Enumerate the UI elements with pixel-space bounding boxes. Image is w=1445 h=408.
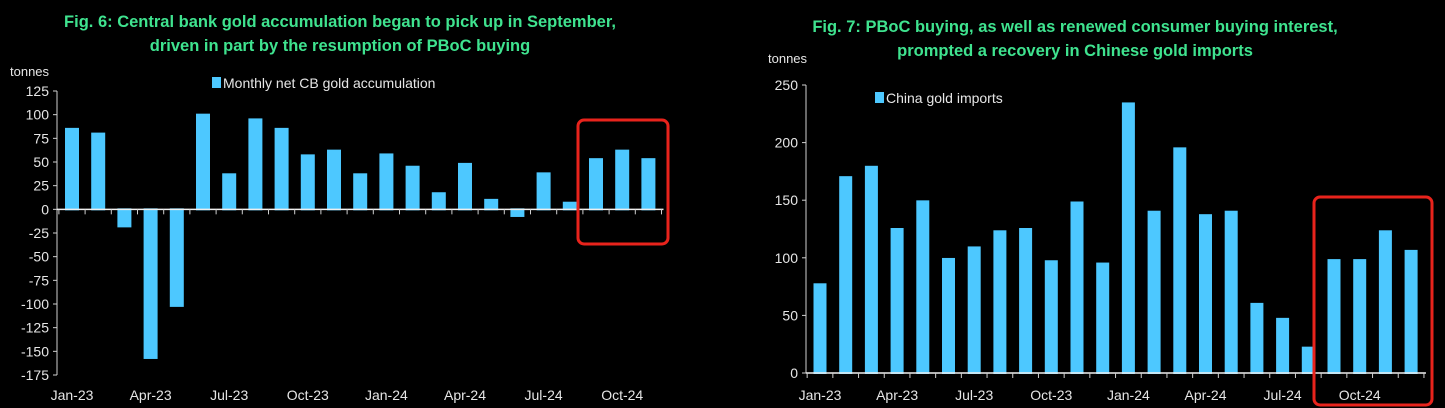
fig6-x-tick-label: Oct-24 — [601, 387, 643, 403]
fig6-y-tick-label: -125 — [21, 320, 49, 336]
fig6-bar-Sep-23 — [274, 127, 289, 211]
fig7-y-tick-label: 150 — [775, 192, 799, 208]
fig6-title: Fig. 6: Central bank gold accumulation b… — [20, 10, 660, 58]
fig6-bar-Nov-23 — [327, 149, 341, 211]
fig7-legend-label: China gold imports — [886, 90, 1003, 106]
fig6-bar-Oct-24 — [615, 149, 630, 211]
fig6-x-tick-label: Jan-24 — [365, 387, 408, 403]
fig6-bar-Jan-24 — [379, 153, 394, 211]
fig7-bar-May-24 — [1224, 210, 1238, 374]
fig6-y-tick-label: -50 — [29, 249, 49, 265]
fig7-bar-Jan-24 — [1121, 102, 1135, 374]
fig7-legend-swatch — [875, 92, 884, 103]
fig6-bar-Jun-24 — [510, 208, 525, 217]
fig6-y-tick-label: -25 — [29, 225, 49, 241]
fig6-x-tick-label: Jul-24 — [525, 387, 563, 403]
fig6-y-tick-label: -75 — [29, 272, 49, 288]
fig6-bar-Jul-24 — [536, 172, 551, 211]
fig6-x-tick-label: Jan-23 — [51, 387, 94, 403]
fig6-x-tick-label: Jul-23 — [210, 387, 248, 403]
fig7-bar-Jun-24 — [1250, 302, 1264, 374]
fig7-bar-Nov-23 — [1070, 201, 1084, 374]
fig6-y-tick-label: 100 — [26, 107, 50, 123]
fig7-bar-Aug-23 — [993, 230, 1007, 374]
fig6-y-tick-label: 75 — [33, 130, 49, 146]
fig6-bar-Dec-23 — [353, 173, 368, 211]
fig7-x-tick-label: Jul-23 — [955, 387, 993, 403]
fig7-y-tick-label: 50 — [782, 307, 798, 323]
fig7-title-line1: Fig. 7: PBoC buying, as well as renewed … — [812, 18, 1338, 36]
fig7-bar-Aug-24 — [1301, 346, 1315, 374]
fig7-bar-Jul-24 — [1276, 317, 1290, 374]
fig7-y-tick-label: 0 — [790, 365, 798, 381]
fig6-ylabel: tonnes — [10, 64, 50, 79]
fig7-bar-May-23 — [916, 200, 930, 374]
fig7-x-tick-label: Jan-23 — [799, 387, 842, 403]
fig6-bar-May-23 — [169, 208, 184, 307]
fig7-bar-Sep-23 — [1019, 228, 1033, 374]
fig7-bar-Oct-24 — [1353, 259, 1367, 374]
fig6-x-tick-label: Oct-23 — [287, 387, 329, 403]
fig6-bar-Apr-24 — [458, 162, 472, 211]
fig6-bar-Apr-23 — [143, 208, 158, 359]
fig7-x-tick-label: Apr-24 — [1184, 387, 1226, 403]
fig6-bar-Aug-23 — [248, 118, 263, 211]
fig7-highlight-box — [1312, 195, 1434, 407]
fig7-bar-Nov-24 — [1378, 230, 1392, 374]
fig7-title: Fig. 7: PBoC buying, as well as renewed … — [740, 15, 1410, 63]
fig6-y-tick-label: 125 — [26, 83, 50, 99]
fig6-highlight-box — [576, 118, 670, 246]
fig7-ylabel: tonnes — [768, 51, 808, 66]
fig7-bar-Dec-23 — [1096, 262, 1110, 374]
fig6-bar-Nov-24 — [641, 158, 656, 211]
fig6-bar-Jul-23 — [222, 173, 237, 211]
fig7-bar-Apr-24 — [1199, 214, 1212, 374]
fig6-bar-Oct-23 — [300, 154, 315, 211]
fig6-title-line1: Fig. 6: Central bank gold accumulation b… — [64, 13, 616, 31]
fig6-y-tick-label: -175 — [21, 367, 49, 383]
fig6-y-tick-label: 0 — [41, 201, 49, 217]
fig6-x-tick-label: Apr-23 — [130, 387, 172, 403]
fig7-bar-Dec-24 — [1404, 249, 1418, 374]
fig6-legend-label: Monthly net CB gold accumulation — [223, 75, 435, 91]
fig6-y-tick-label: -150 — [21, 343, 49, 359]
fig6-bar-Aug-24 — [562, 201, 577, 211]
fig7-bar-Oct-23 — [1044, 260, 1058, 374]
fig6-y-tick-label: 25 — [33, 178, 49, 194]
fig6-bar-Jun-23 — [196, 113, 210, 211]
fig7-bar-Jan-23 — [813, 283, 827, 374]
fig6-bar-Feb-23 — [91, 132, 106, 211]
fig6-y-tick-label: 50 — [33, 154, 49, 170]
fig7-x-tick-label: Apr-23 — [876, 387, 918, 403]
fig6-bar-Mar-24 — [431, 192, 446, 211]
fig7-bar-Sep-24 — [1327, 259, 1341, 374]
fig7-bar-Mar-23 — [864, 165, 878, 374]
fig7-bar-Feb-24 — [1147, 210, 1161, 374]
fig7-y-tick-label: 200 — [775, 135, 799, 151]
fig6-x-tick-label: Apr-24 — [444, 387, 486, 403]
fig6-bar-Mar-23 — [117, 208, 132, 228]
fig6-title-line2: driven in part by the resumption of PBoC… — [149, 37, 531, 55]
fig7-bar-Jul-23 — [967, 246, 981, 374]
fig6-bar-May-24 — [484, 198, 499, 211]
fig7-y-tick-label: 250 — [775, 77, 799, 93]
fig6-bar-Feb-24 — [405, 165, 420, 211]
fig7-bar-Jun-23 — [942, 257, 955, 374]
fig6-bar-Sep-24 — [589, 158, 603, 211]
fig7-y-tick-label: 100 — [775, 250, 799, 266]
fig7-bar-Apr-23 — [890, 228, 904, 374]
fig7-title-line2: prompted a recovery in Chinese gold impo… — [897, 42, 1253, 60]
fig6-bar-Jan-23 — [65, 127, 79, 211]
fig7-x-tick-label: Oct-24 — [1339, 387, 1381, 403]
fig7-bar-Feb-23 — [839, 176, 853, 374]
fig7-x-tick-label: Jul-24 — [1264, 387, 1302, 403]
fig6-legend-swatch — [212, 77, 221, 88]
fig7-bar-Mar-24 — [1173, 147, 1187, 374]
fig6-y-tick-label: -100 — [21, 296, 49, 312]
fig7-x-tick-label: Oct-23 — [1030, 387, 1072, 403]
fig7-x-tick-label: Jan-24 — [1107, 387, 1150, 403]
